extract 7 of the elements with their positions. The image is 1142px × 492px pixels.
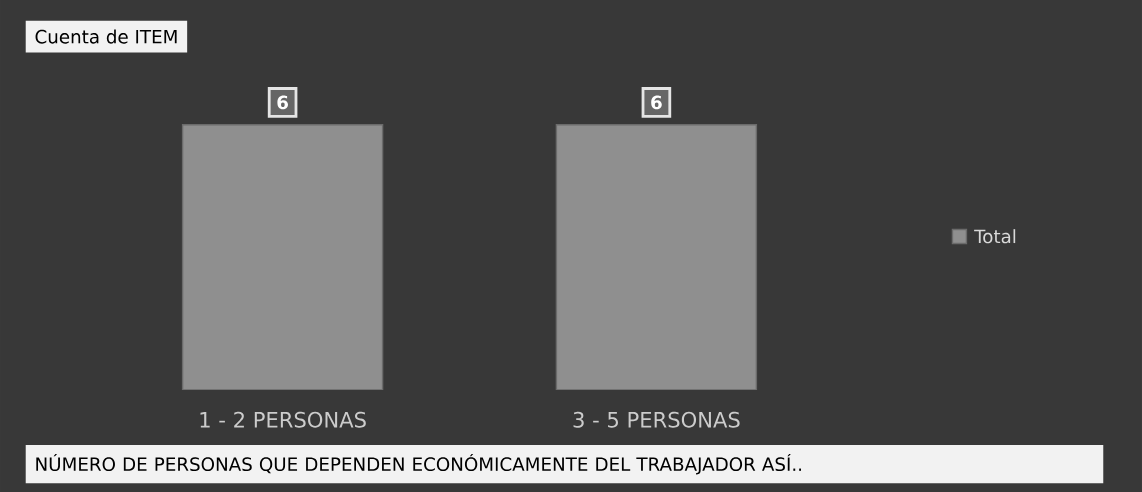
x-tick-label: 1 - 2 PERSONAS — [200, 411, 366, 428]
data-label: 6 — [277, 95, 288, 110]
x-axis-title: NÚMERO DE PERSONAS QUE DEPENDEN ECONÓMICAMENTE DEL TRABAJADOR ASÍ.. — [36, 453, 802, 475]
x-tick-label: 3 - 5 PERSONAS — [573, 411, 740, 428]
data-label: 6 — [651, 95, 662, 110]
chart-title: Cuenta de ITEM — [35, 29, 177, 44]
legend-label: Total — [974, 229, 1016, 244]
